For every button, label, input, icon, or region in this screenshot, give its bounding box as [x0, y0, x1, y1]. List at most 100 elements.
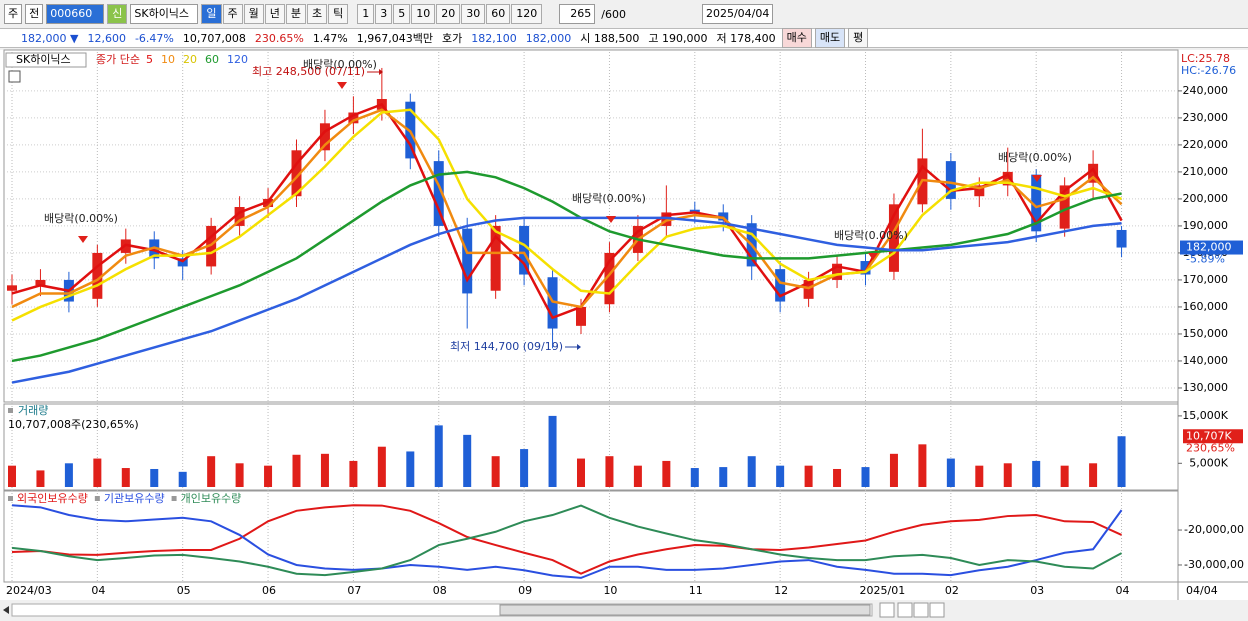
legend-marker: [171, 496, 177, 501]
nav-button[interactable]: [913, 602, 929, 618]
dividend-marker: [1032, 175, 1042, 182]
interval-button[interactable]: 10: [411, 4, 436, 24]
legend-label: 60: [205, 53, 219, 66]
candle-body: [661, 212, 672, 226]
candle-body: [177, 258, 188, 267]
period-button[interactable]: 일: [201, 4, 222, 24]
y-tick-label: 200,000: [1183, 192, 1229, 205]
interval-button[interactable]: 3: [375, 4, 393, 24]
y-tick-label: -30,000,00: [1184, 558, 1244, 571]
turnover: 1.47%: [312, 31, 348, 45]
volume-bar: [8, 465, 16, 487]
badge[interactable]: 신: [107, 4, 128, 24]
candle-body: [149, 239, 160, 259]
period-button[interactable]: 년: [264, 4, 285, 24]
volume-bar: [121, 468, 130, 487]
volume-bar: [861, 467, 870, 487]
interval-button[interactable]: 5: [393, 4, 411, 24]
low: 저 178,400: [716, 32, 776, 45]
x-tick-label: 09: [518, 584, 532, 597]
candle-body: [519, 225, 530, 275]
volume-bar: [320, 453, 329, 487]
candle-body: [263, 198, 274, 208]
period-button[interactable]: 틱: [328, 4, 349, 24]
volume-bar: [520, 449, 529, 487]
last-volume-label: 10,707K: [1186, 429, 1232, 442]
nav-button[interactable]: [879, 602, 895, 618]
x-tick-label: 2025/01: [860, 584, 906, 597]
nav-button[interactable]: [929, 602, 945, 618]
period-button[interactable]: 초: [307, 4, 328, 24]
y-tick-label: 140,000: [1183, 354, 1229, 367]
volume-bar: [64, 463, 73, 487]
candle-body: [490, 225, 501, 291]
date[interactable]: 2025/04/04: [701, 4, 774, 24]
last-change-label: -5.89%: [1186, 253, 1225, 266]
legend-label: 외국인보유수량: [17, 492, 88, 505]
name-box: [5, 52, 87, 68]
candle-body: [234, 207, 245, 226]
holding-line: [11, 504, 1123, 577]
x-tick-label: 06: [262, 584, 276, 597]
moving-average: [11, 216, 1122, 384]
candle-body: [803, 279, 814, 299]
volume-bar: [1032, 460, 1041, 487]
avg-button[interactable]: 평: [848, 28, 869, 48]
x-tick-label: 11: [689, 584, 703, 597]
candle-body: [291, 150, 302, 197]
candle-body: [718, 212, 729, 221]
view[interactable]: 전: [25, 4, 44, 24]
volume-bar: [1117, 436, 1126, 487]
annotation: 배당락(0.00%): [303, 58, 377, 71]
holding-line: [11, 504, 1122, 575]
period-button[interactable]: 월: [243, 4, 264, 24]
market[interactable]: 주: [4, 4, 23, 24]
volume-bar: [747, 456, 756, 487]
change: 12,600: [87, 31, 126, 45]
sell-button[interactable]: 매도: [814, 28, 846, 48]
interval-button[interactable]: 120: [511, 4, 543, 24]
volume-bar: [406, 451, 415, 487]
volume-bar: [207, 456, 216, 487]
interval-button[interactable]: 30: [461, 4, 486, 24]
volume-bar: [975, 465, 984, 487]
candle-body: [35, 279, 46, 286]
last-volume-tag: [1183, 429, 1243, 444]
ask: 182,100: [471, 31, 517, 45]
candle-body: [604, 252, 615, 305]
x-tick-label: 07: [347, 584, 361, 597]
volume-bar: [463, 434, 472, 487]
candle-body: [775, 269, 786, 302]
buy-button[interactable]: 매수: [781, 28, 812, 48]
panel-subtitle: 10,707,008주(230,65%): [8, 418, 139, 431]
annotation: 배당락(0.00%): [44, 212, 118, 225]
nav-button[interactable]: [897, 602, 913, 618]
interval-button[interactable]: 1: [357, 4, 375, 24]
interval-button[interactable]: 60: [486, 4, 511, 24]
dividend-marker: [868, 253, 878, 260]
panel-title: 거래량: [18, 404, 48, 417]
y-tick-label: 160,000: [1183, 300, 1229, 313]
hc-label: HC:-26.76: [1181, 64, 1236, 77]
legend-label: 5: [146, 53, 153, 66]
interval-button[interactable]: 20: [436, 4, 461, 24]
y-tick-label: 130,000: [1183, 381, 1229, 394]
volume-bar: [1003, 463, 1012, 487]
code-input[interactable]: 000660: [46, 4, 105, 24]
x-tick-label: 05: [177, 584, 191, 597]
y-tick-label: 220,000: [1183, 138, 1229, 151]
volume-bar: [719, 467, 728, 487]
y-tick-label: 150,000: [1183, 327, 1229, 340]
count[interactable]: 265: [559, 4, 596, 24]
amount: 1,967,043백만: [356, 32, 433, 45]
scroll-thumb: [499, 604, 871, 616]
quote-bar: 182,000 ▼ 12,600 -6.47% 10,707,008 230.6…: [0, 28, 1248, 48]
candle-body: [348, 112, 359, 124]
legend-label: 20: [183, 53, 197, 66]
period-button[interactable]: 주: [222, 4, 243, 24]
y-tick-label: 230,000: [1183, 111, 1229, 124]
volume-bar: [889, 453, 898, 487]
period-button[interactable]: 분: [285, 4, 306, 24]
